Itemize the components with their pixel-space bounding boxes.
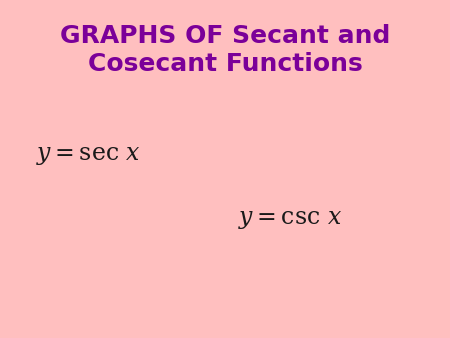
Text: GRAPHS OF Secant and
Cosecant Functions: GRAPHS OF Secant and Cosecant Functions [60,24,390,76]
Text: $y = \mathrm{csc}\ x$: $y = \mathrm{csc}\ x$ [238,208,342,231]
Text: $y = \mathrm{sec}\ x$: $y = \mathrm{sec}\ x$ [36,144,141,167]
